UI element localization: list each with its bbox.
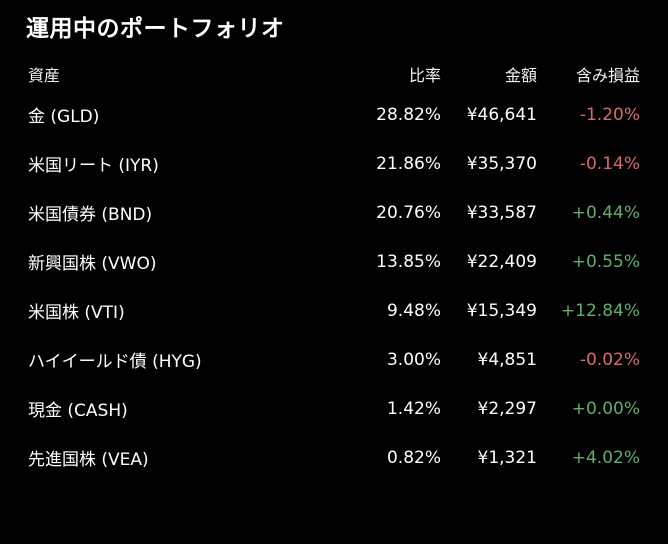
asset-change: +0.00% — [571, 398, 640, 419]
table-row[interactable]: 米国株 (VTI) 9.48% ¥15,349 +12.84% — [0, 286, 668, 335]
asset-amount: ¥33,587 — [466, 202, 537, 223]
asset-change: -1.20% — [579, 104, 640, 125]
asset-amount: ¥4,851 — [477, 349, 537, 370]
asset-change: -0.02% — [579, 349, 640, 370]
asset-name: 新興国株 (VWO) — [28, 254, 157, 274]
asset-amount: ¥22,409 — [466, 251, 537, 272]
asset-change: +0.55% — [571, 251, 640, 272]
portfolio-table: 資産 比率 金額 含み損益 金 (GLD) 28.82% ¥46,641 -1.… — [0, 58, 668, 482]
asset-name: 先進国株 (VEA) — [28, 450, 149, 470]
asset-amount: ¥46,641 — [466, 104, 537, 125]
header-amount: 金額 — [504, 66, 537, 85]
asset-ratio: 0.82% — [386, 447, 441, 468]
header-asset: 資産 — [28, 66, 61, 85]
asset-ratio: 20.76% — [376, 202, 441, 223]
asset-change: -0.14% — [579, 153, 640, 174]
table-row[interactable]: 米国債券 (BND) 20.76% ¥33,587 +0.44% — [0, 188, 668, 237]
asset-name: 米国株 (VTI) — [28, 303, 125, 323]
asset-change: +12.84% — [560, 300, 640, 321]
asset-name: 米国リート (IYR) — [28, 156, 159, 176]
asset-amount: ¥15,349 — [466, 300, 537, 321]
table-row[interactable]: 現金 (CASH) 1.42% ¥2,297 +0.00% — [0, 384, 668, 433]
asset-name: 米国債券 (BND) — [28, 205, 153, 225]
asset-amount: ¥2,297 — [477, 398, 537, 419]
asset-ratio: 3.00% — [386, 349, 441, 370]
asset-ratio: 13.85% — [376, 251, 441, 272]
asset-ratio: 1.42% — [386, 398, 441, 419]
asset-change: +0.44% — [571, 202, 640, 223]
header-ratio: 比率 — [408, 66, 441, 85]
page-title: 運用中のポートフォリオ — [26, 16, 285, 42]
asset-ratio: 21.86% — [376, 153, 441, 174]
asset-amount: ¥35,370 — [466, 153, 537, 174]
table-row[interactable]: 米国リート (IYR) 21.86% ¥35,370 -0.14% — [0, 139, 668, 188]
asset-name: 金 (GLD) — [28, 107, 100, 127]
table-row[interactable]: ハイイールド債 (HYG) 3.00% ¥4,851 -0.02% — [0, 335, 668, 384]
table-row[interactable]: 新興国株 (VWO) 13.85% ¥22,409 +0.55% — [0, 237, 668, 286]
asset-name: ハイイールド債 (HYG) — [28, 352, 202, 372]
table-header: 資産 比率 金額 含み損益 — [0, 58, 668, 90]
header-change: 含み損益 — [575, 66, 640, 85]
asset-ratio: 28.82% — [376, 104, 441, 125]
asset-name: 現金 (CASH) — [28, 401, 128, 421]
asset-change: +4.02% — [571, 447, 640, 468]
asset-amount: ¥1,321 — [477, 447, 537, 468]
table-row[interactable]: 先進国株 (VEA) 0.82% ¥1,321 +4.02% — [0, 433, 668, 482]
asset-ratio: 9.48% — [386, 300, 441, 321]
table-row[interactable]: 金 (GLD) 28.82% ¥46,641 -1.20% — [0, 90, 668, 139]
